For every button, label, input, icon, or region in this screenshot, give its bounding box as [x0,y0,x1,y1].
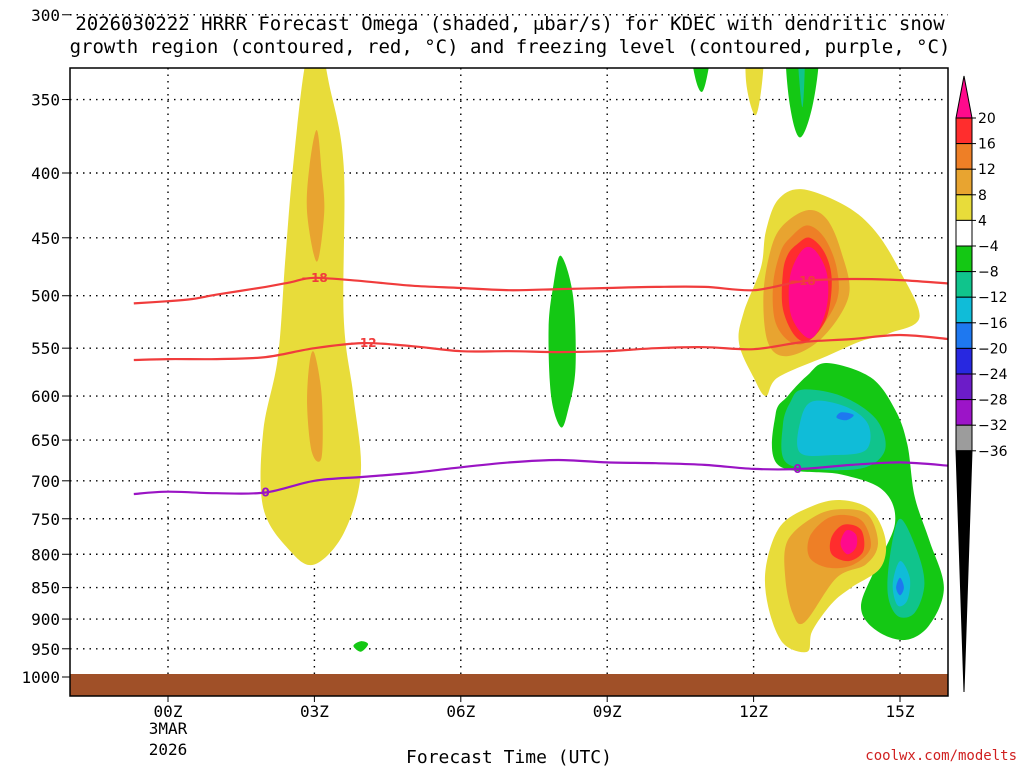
omega-region [260,68,362,566]
ground-fill [70,674,948,696]
contour-label: −18 [301,271,328,285]
colorbar: 20 16 12 8 4 −4 −8 −12 −16 −20 −24 −28 −32 −36 [955,75,1008,693]
colorbar-label: −24 [978,367,1008,383]
y-tick-label: 600 [31,387,60,406]
x-tick-label: 12Z [739,702,768,721]
colorbar-label: −36 [978,444,1008,460]
omega-region [693,68,709,92]
colorbar-label: 16 [978,137,996,153]
omega-region [353,641,369,652]
colorbar-segment [955,168,973,196]
contour-line [133,333,948,362]
x-axis-ticks: 00Z 03Z 06Z 09Z 12Z 15Z [154,696,915,721]
x-tick-label: 09Z [593,702,622,721]
contour-lines: −18 −12 0 −18 0 [133,271,948,499]
colorbar-segment [955,194,973,221]
colorbar-label: 12 [978,162,996,178]
y-tick-label: 550 [31,339,60,358]
x-tick-label: 15Z [886,702,915,721]
colorbar-label: −28 [978,393,1008,409]
colorbar-label: 4 [978,213,987,229]
colorbar-label: −32 [978,418,1008,434]
plot-frame [69,67,949,697]
contour-label: 0 [261,485,269,499]
y-tick-label: 700 [31,472,60,491]
colorbar-label: −4 [978,239,999,255]
y-tick-label: 800 [31,545,60,564]
y-tick-label: 500 [31,287,60,306]
colorbar-segment [955,296,973,324]
colorbar-label: −12 [978,290,1008,306]
omega-region [798,68,805,108]
colorbar-segment [955,347,973,375]
chart-title-line-1: 2026030222 HRRR Forecast Omega (shaded, … [75,13,945,35]
x-tick-label: 00Z [154,702,183,721]
x-tick-label: 06Z [446,702,475,721]
colorbar-label: −8 [978,265,999,281]
y-tick-label: 300 [31,6,60,25]
contour-label: −18 [789,274,816,288]
y-tick-label: 450 [31,229,60,248]
colorbar-label: 20 [978,111,996,127]
y-tick-label: 900 [31,610,60,629]
omega-region [306,130,325,262]
omega-region [788,246,829,339]
omega-region [307,351,323,462]
colorbar-segment [955,245,973,273]
omega-region [840,529,858,555]
x-date-line-1: 3MAR [149,719,188,738]
contour-line [133,458,948,496]
ground-below-surface [70,674,948,696]
colorbar-top-arrow [955,75,973,119]
colorbar-segment [955,424,973,452]
contour-label: −12 [350,336,377,350]
x-date-line-2: 2026 [149,740,188,759]
y-tick-label: 650 [31,431,60,450]
omega-region [896,577,904,596]
y-axis-ticks: 2503003504004505005506006507007508008509… [21,6,70,687]
chart-title-line-2: growth region (contoured, red, °C) and f… [70,36,951,58]
omega-shading [260,68,944,653]
x-axis-label: Forecast Time (UTC) [406,747,612,768]
y-tick-label: 400 [31,164,60,183]
colorbar-segment [955,271,973,298]
colorbar-bottom-arrow [955,450,973,693]
colorbar-segment [955,399,973,426]
colorbar-label: −16 [978,316,1008,332]
contour-label: 0 [793,462,801,476]
colorbar-segment [955,143,973,170]
y-tick-label: 750 [31,510,60,529]
colorbar-segment [955,373,973,401]
colorbar-segment [955,117,973,145]
colorbar-segment [955,219,973,247]
omega-region [548,255,576,428]
credit-text: coolwx.com/modelts [865,748,1017,764]
colorbar-segment [955,322,973,349]
omega-region [745,68,764,116]
y-tick-label: 1000 [21,668,60,687]
colorbar-label: 8 [978,188,987,204]
y-tick-label: 850 [31,579,60,598]
y-tick-label: 350 [31,91,60,110]
colorbar-label: −20 [978,341,1008,357]
contour-line [133,276,948,305]
omega-region [836,412,854,421]
y-tick-label: 950 [31,640,60,659]
x-tick-label: 03Z [300,702,329,721]
